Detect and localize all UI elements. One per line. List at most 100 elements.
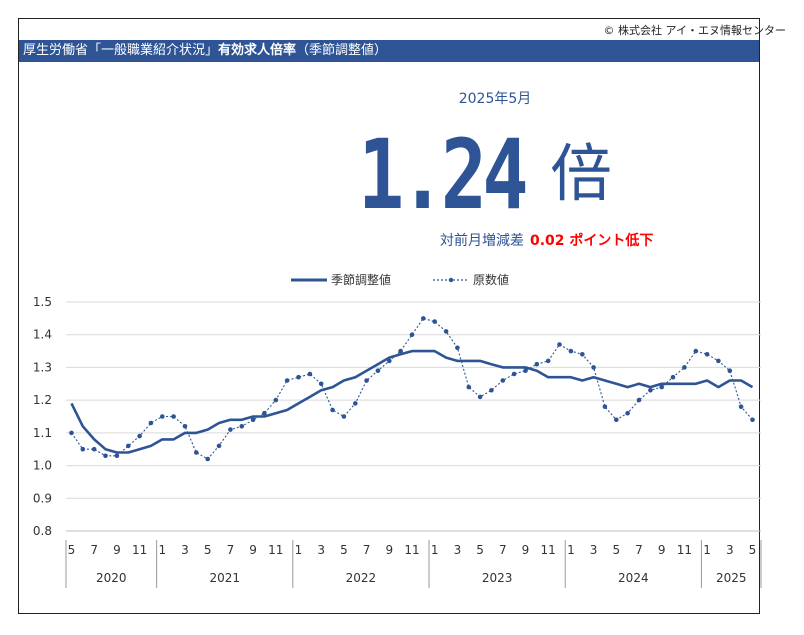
data-point-raw	[148, 420, 154, 426]
x-tick-label: 5	[340, 543, 348, 557]
x-tick-label: 9	[658, 543, 666, 557]
data-point-raw	[330, 407, 335, 413]
x-year-label: 2025	[716, 571, 747, 585]
data-point-raw	[466, 384, 472, 390]
data-point-raw	[670, 374, 676, 380]
data-point-raw	[194, 450, 199, 455]
data-point-raw	[489, 388, 494, 393]
x-tick-label: 3	[317, 543, 325, 557]
y-tick-label: 1.1	[33, 426, 52, 440]
data-point-raw	[409, 332, 415, 338]
x-tick-label: 1	[567, 543, 575, 557]
data-point-raw	[91, 446, 97, 452]
x-tick-label: 9	[385, 543, 393, 557]
x-tick-label: 9	[113, 543, 121, 557]
data-point-raw	[659, 384, 664, 390]
data-point-raw	[69, 430, 74, 436]
x-tick-label: 7	[227, 543, 235, 557]
y-tick-label: 1.0	[33, 459, 52, 473]
y-axis: 0.8 0.9 1.0 1.1 1.2 1.3 1.4 1.5	[33, 295, 52, 538]
data-point-raw	[239, 424, 245, 429]
data-point-raw	[375, 368, 381, 374]
data-point-raw	[455, 345, 460, 351]
x-tick-label: 3	[181, 543, 189, 557]
data-point-raw	[568, 348, 574, 354]
series-line-seasonal	[70, 349, 754, 454]
copyright-text: © 株式会社 アイ・エヌ情報センター	[603, 24, 786, 37]
data-point-raw	[614, 417, 619, 423]
data-point-raw	[557, 342, 562, 347]
x-tick-label: 1	[295, 543, 303, 557]
data-point-raw	[160, 414, 165, 419]
data-point-raw	[171, 414, 176, 419]
x-tick-label: 3	[590, 543, 598, 557]
data-point-raw	[182, 424, 188, 429]
data-point-raw	[511, 371, 517, 377]
data-point-raw	[534, 361, 540, 367]
x-tick-label: 11	[268, 543, 283, 557]
x-tick-label: 1	[431, 543, 439, 557]
legend-label-seasonal: 季節調整値	[331, 272, 391, 287]
headline-change: 対前月増減差 0.02 ポイント低下	[440, 230, 653, 250]
data-point-raw	[205, 456, 210, 462]
x-tick-label: 11	[404, 543, 419, 557]
x-tick-label: 3	[726, 543, 734, 557]
legend-marker-raw	[448, 277, 454, 283]
y-tick-label: 0.9	[33, 491, 52, 505]
data-point-raw	[307, 371, 313, 377]
x-tick-label: 5	[612, 543, 620, 557]
header-title-bold: 有効求人倍率	[218, 43, 297, 58]
data-point-raw	[126, 443, 131, 449]
data-point-raw	[648, 388, 653, 393]
headline-value: 1.24	[358, 119, 529, 231]
data-point-raw	[341, 414, 347, 419]
x-tick-label: 1	[703, 543, 711, 557]
data-point-raw	[80, 446, 86, 452]
x-year-label: 2023	[482, 571, 513, 585]
x-tick-label: 11	[541, 543, 556, 557]
data-point-raw	[477, 394, 483, 400]
data-point-raw	[103, 453, 108, 459]
data-point-raw	[262, 410, 267, 416]
change-value: 0.02 ポイント低下	[530, 233, 654, 249]
data-point-raw	[602, 404, 608, 410]
chart-frame	[18, 18, 760, 614]
x-axis: 5 7 9 11 1 3 5 7 9 11 1 3 5 7 9 11 1 3 5 7 9 11 1 3 5 7 9 11 1 3 52020…	[65, 540, 762, 588]
x-tick-label: 5	[204, 543, 212, 557]
data-point-raw	[716, 358, 721, 364]
x-tick-label: 5	[749, 543, 757, 557]
x-tick-label: 5	[68, 543, 76, 557]
data-point-raw	[284, 378, 290, 383]
data-point-raw	[250, 417, 256, 423]
data-point-raw	[500, 378, 506, 383]
header-title-prefix: 厚生労働省「一般職業紹介状況」	[23, 43, 219, 58]
x-year-label: 2020	[96, 571, 127, 585]
data-point-raw	[693, 348, 699, 354]
data-point-raw	[580, 352, 585, 357]
data-point-raw	[137, 433, 142, 439]
y-tick-label: 1.3	[33, 360, 52, 374]
change-label: 対前月増減差	[440, 233, 524, 249]
x-tick-label: 7	[635, 543, 643, 557]
data-point-raw	[228, 427, 233, 432]
data-point-raw	[443, 329, 449, 334]
data-point-raw	[421, 316, 426, 321]
x-tick-label: 5	[476, 543, 484, 557]
x-tick-label: 1	[158, 543, 166, 557]
data-point-raw	[296, 374, 301, 380]
legend: 季節調整値 原数値	[291, 272, 509, 287]
header-title-suffix: （季節調整値）	[296, 43, 388, 58]
data-point-raw	[545, 358, 551, 364]
y-tick-label: 1.5	[33, 295, 52, 309]
data-point-raw	[114, 453, 120, 459]
x-tick-label: 7	[363, 543, 371, 557]
x-tick-label: 7	[499, 543, 507, 557]
series-group	[69, 316, 755, 462]
header-bar: 厚生労働省「一般職業紹介状況」有効求人倍率（季節調整値）	[19, 40, 759, 62]
data-point-raw	[387, 358, 392, 364]
x-tick-label: 7	[90, 543, 98, 557]
data-point-raw	[625, 410, 630, 416]
x-tick-label: 11	[677, 543, 692, 557]
y-tick-label: 1.2	[33, 393, 52, 407]
